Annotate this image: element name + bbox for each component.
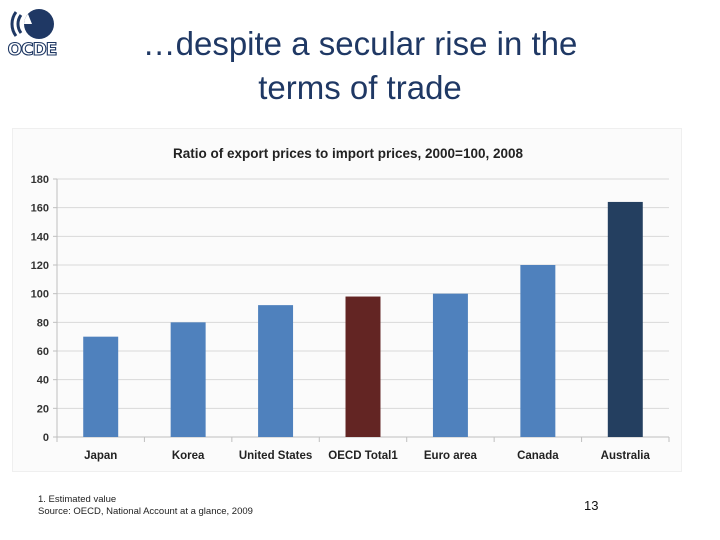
bar-euro-area — [432, 293, 468, 437]
y-tick-label: 80 — [37, 317, 49, 329]
y-tick-label: 60 — [37, 346, 49, 358]
x-category-label: Canada — [517, 450, 559, 462]
y-tick-label: 160 — [31, 203, 49, 215]
x-category-label: United States — [239, 450, 313, 462]
x-category-label: Australia — [601, 450, 651, 462]
y-tick-label: 20 — [37, 403, 49, 415]
x-category-label: Korea — [172, 450, 205, 462]
y-tick-label: 100 — [31, 289, 49, 301]
chart-panel: Ratio of export prices to import prices,… — [12, 128, 682, 472]
footnote-source: Source: OECD, National Account at a glan… — [38, 506, 253, 517]
bar-japan — [83, 336, 119, 437]
x-category-label: OECD Total1 — [328, 450, 398, 462]
bar-australia — [607, 201, 643, 437]
bar-chart: Ratio of export prices to import prices,… — [31, 146, 670, 462]
x-category-label: Euro area — [424, 450, 478, 462]
bar-korea — [170, 322, 206, 437]
chart-title: Ratio of export prices to import prices,… — [173, 146, 524, 161]
page-number: 13 — [584, 498, 599, 513]
x-category-label: Japan — [84, 450, 117, 462]
bar-united-states — [258, 305, 294, 437]
y-tick-label: 0 — [43, 432, 49, 444]
y-tick-label: 40 — [37, 375, 49, 387]
oecd-logo: OCDE — [6, 6, 58, 62]
slide-title-line-1: …despite a secular rise in the — [142, 25, 578, 62]
y-tick-label: 140 — [31, 231, 49, 243]
slide-title: …despite a secular rise in the terms of … — [60, 22, 660, 110]
footnote: 1. Estimated value Source: OECD, Nationa… — [38, 494, 253, 518]
oecd-globe-icon — [10, 9, 54, 39]
bar-oecd-total1 — [345, 296, 381, 437]
footnote-estimate: 1. Estimated value — [38, 494, 117, 505]
slide-title-line-2: terms of trade — [258, 69, 462, 106]
y-tick-label: 180 — [31, 174, 49, 186]
y-tick-label: 120 — [31, 260, 49, 272]
logo-text: OCDE — [7, 39, 58, 60]
bar-canada — [520, 265, 556, 437]
